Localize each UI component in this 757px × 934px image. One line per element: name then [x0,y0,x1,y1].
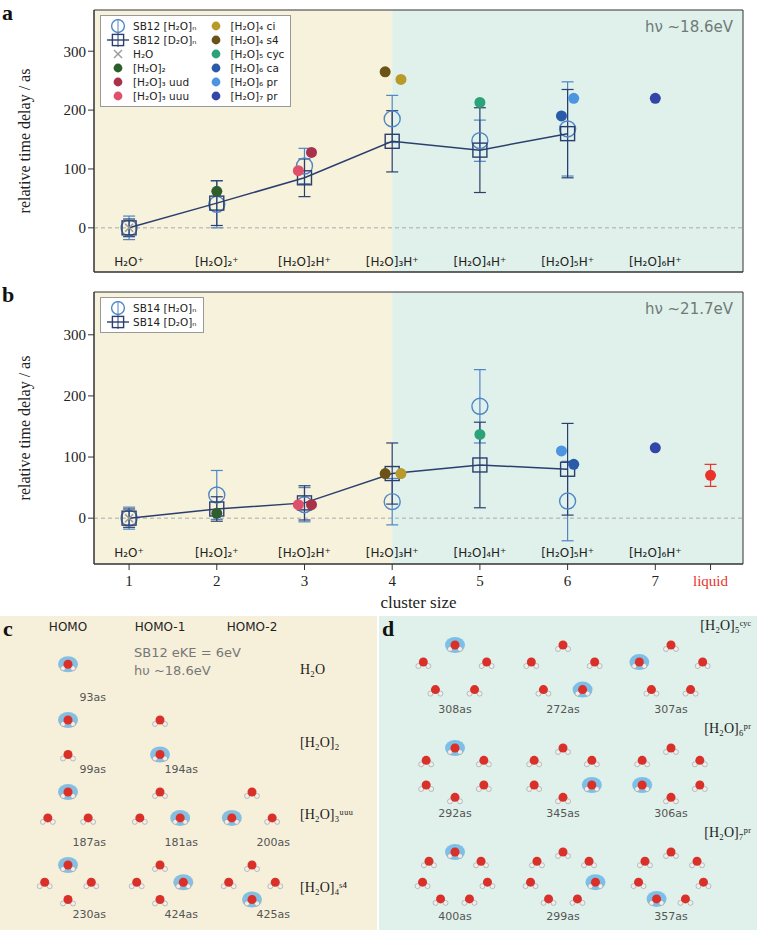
html-text:400as: 400as [438,910,472,923]
svg-text:[H₂O]₄H⁺: [H₂O]₄H⁺ [453,546,506,560]
svg-text:2: 2 [213,573,221,589]
html-text:H₂O: H₂O [133,48,154,60]
svg-text:cluster size: cluster size [381,593,457,612]
svg-text:1: 1 [125,573,133,589]
html-text:272as: 272as [546,703,580,717]
html-text:230as: 230as [72,908,106,921]
svg-text:[H₂O]₃H⁺: [H₂O]₃H⁺ [366,255,419,269]
html-text:345as: 345as [546,806,580,820]
html-text:HOMO-2: HOMO-2 [226,620,278,634]
html-text:HOMO: HOMO [48,620,88,634]
html-text:[H₂O]₃ uuu: [H₂O]₃ uuu [133,90,190,102]
html-text:c: c [3,616,13,641]
html-text:[H₂O]₃ᵘᵘᵘ: [H₂O]₃ᵘᵘᵘ [300,807,354,823]
svg-text:4: 4 [388,573,396,589]
html-text:SB12 eKE = 6eV: SB12 eKE = 6eV [134,645,241,660]
html-text:307as: 307as [654,703,688,717]
svg-text:[H₂O]₄H⁺: [H₂O]₄H⁺ [453,255,506,269]
html-text:a: a [2,0,13,25]
svg-text:[H₂O]₂H⁺: [H₂O]₂H⁺ [278,255,331,269]
html-text:357as: 357as [654,910,688,923]
html-text:[H₂O]₅ cyc: [H₂O]₅ cyc [230,48,285,60]
svg-text:3: 3 [301,573,309,589]
html-text:SB12 [D₂O]ₙ: SB12 [D₂O]ₙ [133,34,197,46]
html-text:[H₂O]₅ᶜʸᶜ: [H₂O]₅ᶜʸᶜ [700,618,751,633]
svg-text:relative time delay / as: relative time delay / as [16,69,34,214]
html-text:[H₂O]₃ uud: [H₂O]₃ uud [133,76,190,88]
html-text:H₂O: H₂O [300,662,326,678]
svg-text:0: 0 [79,510,87,526]
html-text:hν ~21.7eV: hν ~21.7eV [644,300,733,318]
html-text:[H₂O]₄ s4: [H₂O]₄ s4 [230,34,279,46]
svg-text:6: 6 [564,573,572,589]
svg-text:H₂O⁺: H₂O⁺ [114,255,144,269]
html-text:181as: 181as [164,835,198,849]
svg-text:300: 300 [64,44,87,60]
svg-text:5: 5 [476,573,484,589]
html-text:306as: 306as [654,806,688,820]
svg-text:100: 100 [64,161,87,177]
svg-text:[H₂O]₅H⁺: [H₂O]₅H⁺ [541,255,594,269]
html-text:292as: 292as [438,806,472,820]
svg-text:liquid: liquid [693,573,729,589]
svg-text:[H₂O]₅H⁺: [H₂O]₅H⁺ [541,546,594,560]
html-text:[H₂O]₇ pr: [H₂O]₇ pr [230,90,278,102]
html-text:99as: 99as [79,763,106,776]
svg-text:[H₂O]₂⁺: [H₂O]₂⁺ [195,255,239,269]
html-text:194as: 194as [164,763,198,776]
html-text:SB12 [H₂O]ₙ: SB12 [H₂O]ₙ [133,20,197,32]
html-text:187as: 187as [72,835,106,849]
html-text:d: d [382,616,395,641]
svg-text:100: 100 [64,449,87,465]
html-text:SB14 [D₂O]ₙ: SB14 [D₂O]ₙ [133,316,197,328]
html-text:[H₂O]₂: [H₂O]₂ [300,734,340,750]
svg-text:relative time delay / as: relative time delay / as [16,356,34,501]
html-text:HOMO-1: HOMO-1 [134,620,186,634]
html-text:b: b [2,282,15,307]
svg-text:[H₂O]₆H⁺: [H₂O]₆H⁺ [629,546,682,560]
svg-text:[H₂O]₃H⁺: [H₂O]₃H⁺ [366,546,419,560]
svg-text:[H₂O]₆H⁺: [H₂O]₆H⁺ [629,255,682,269]
html-text:[H₂O]₇ᵖʳ: [H₂O]₇ᵖʳ [704,824,751,840]
svg-text:200: 200 [64,388,87,404]
html-text:[H₂O]₆ pr: [H₂O]₆ pr [230,76,278,88]
html-text:[H₂O]₄ˢ⁴: [H₂O]₄ˢ⁴ [300,879,348,895]
html-text:308as: 308as [438,703,472,717]
svg-text:300: 300 [64,327,87,343]
html-text:424as: 424as [164,908,198,921]
svg-text:[H₂O]₂⁺: [H₂O]₂⁺ [195,546,239,560]
html-text:200as: 200as [256,835,290,849]
html-text:425as: 425as [256,908,290,921]
svg-text:7: 7 [652,573,660,589]
html-text:[H₂O]₄ ci: [H₂O]₄ ci [230,20,276,32]
html-text:93as: 93as [79,690,106,704]
svg-text:200: 200 [64,102,87,118]
html-text:hυ ~18.6eV: hυ ~18.6eV [134,663,211,678]
svg-text:H₂O⁺: H₂O⁺ [114,546,144,560]
html-text:299as: 299as [546,910,580,923]
html-text:SB14 [H₂O]ₙ: SB14 [H₂O]ₙ [133,302,197,314]
html-text:[H₂O]₂: [H₂O]₂ [133,62,166,74]
svg-text:0: 0 [79,220,87,236]
svg-text:[H₂O]₂H⁺: [H₂O]₂H⁺ [278,546,331,560]
html-text:[H₂O]₆ᵖʳ: [H₂O]₆ᵖʳ [704,721,751,737]
html-text:hν ~18.6eV: hν ~18.6eV [644,18,733,36]
html-text:[H₂O]₆ ca: [H₂O]₆ ca [230,62,279,74]
